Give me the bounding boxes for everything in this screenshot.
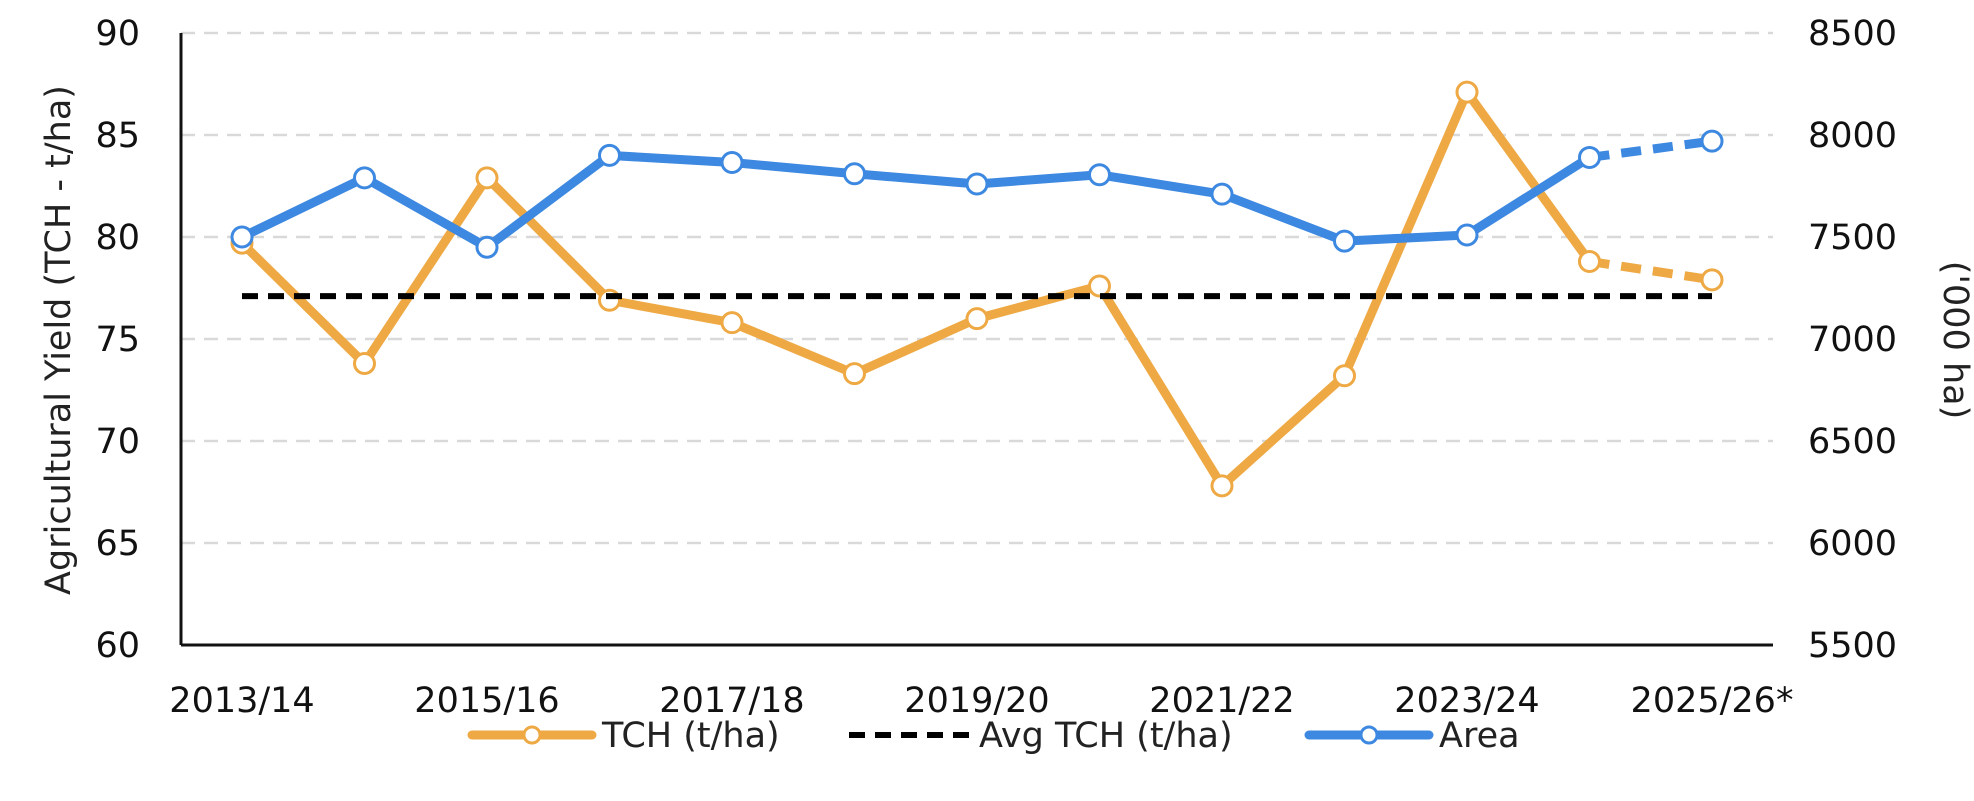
axes (179, 33, 1773, 647)
data-point (1333, 229, 1356, 253)
y-right-tick-label: 6000 (1808, 524, 1897, 564)
data-point (1210, 182, 1234, 206)
y-right-tick-label: 6500 (1808, 422, 1897, 462)
data-point (353, 166, 376, 190)
y-right-tick-label: 5500 (1808, 626, 1897, 666)
legend-marker (522, 725, 542, 745)
x-tick-label: 2019/20 (904, 681, 1049, 721)
data-point (1700, 129, 1724, 153)
y-right-tick-label: 7000 (1808, 320, 1897, 360)
series-2 (230, 129, 1724, 259)
x-tick-label: 2025/26* (1631, 681, 1794, 721)
data-point (843, 162, 866, 186)
data-point (230, 225, 254, 249)
series-0 (230, 80, 1724, 498)
series-layer (230, 80, 1724, 498)
gridlines (181, 31, 1773, 545)
y-tick-label: 85 (95, 116, 140, 156)
data-point (475, 235, 499, 259)
data-point (843, 362, 866, 386)
data-point (965, 172, 989, 196)
data-point (1088, 274, 1111, 298)
legend-item: TCH (t/ha) (467, 716, 780, 756)
data-point (475, 166, 499, 190)
data-point (1455, 223, 1479, 247)
y-tick-label: 75 (95, 320, 140, 360)
y-tick-label: 60 (95, 626, 140, 666)
data-point (1210, 474, 1234, 498)
legend: TCH (t/ha) Avg TCH (t/ha) Area (467, 716, 1520, 756)
legend-item: Area (1304, 716, 1520, 756)
x-tick-label: 2021/22 (1149, 681, 1294, 721)
data-point (1333, 364, 1356, 388)
data-point (353, 351, 376, 375)
y-tick-label: 80 (95, 218, 140, 258)
x-tick-label: 2017/18 (659, 681, 804, 721)
y-axis-title-right: ('000 ha) (1935, 261, 1974, 420)
data-point (1700, 268, 1724, 292)
data-point (1088, 163, 1111, 187)
x-tick-label: 2013/14 (169, 681, 314, 721)
y-tick-label: 65 (95, 524, 140, 564)
data-point (1455, 80, 1479, 104)
data-point (598, 143, 621, 167)
legend-marker (1359, 725, 1379, 745)
series-line-projected (1588, 257, 1713, 285)
y-right-tick-label: 8500 (1808, 14, 1897, 54)
y-right-tick-label: 8000 (1808, 116, 1897, 156)
series-line (237, 87, 1594, 491)
legend-label: Area (1439, 716, 1520, 756)
data-point (720, 151, 744, 175)
legend-label: TCH (t/ha) (601, 716, 780, 756)
legend-item: Avg TCH (t/ha) (849, 716, 1233, 756)
right-axis-ticks: 5500 6000 6500 7000 7500 8000 8500 (1808, 14, 1897, 666)
series-line-projected (1588, 136, 1713, 162)
data-point (720, 311, 744, 335)
x-tick-label: 2023/24 (1394, 681, 1539, 721)
data-point (965, 307, 989, 331)
y-axis-title: Agricultural Yield (TCH - t/ha) (39, 85, 79, 595)
y-tick-label: 70 (95, 422, 140, 462)
left-axis-ticks: 60 65 70 75 80 85 90 (95, 14, 140, 666)
series-line (237, 150, 1594, 252)
data-point (1578, 145, 1601, 169)
x-tick-label: 2015/16 (414, 681, 559, 721)
x-axis-ticks: 2013/14 2015/16 2017/18 2019/20 2021/22 2023/… (169, 681, 1793, 721)
y-right-tick-label: 7500 (1808, 218, 1897, 258)
data-point (1578, 249, 1601, 273)
legend-label: Avg TCH (t/ha) (979, 716, 1233, 756)
y-tick-label: 90 (95, 14, 140, 54)
